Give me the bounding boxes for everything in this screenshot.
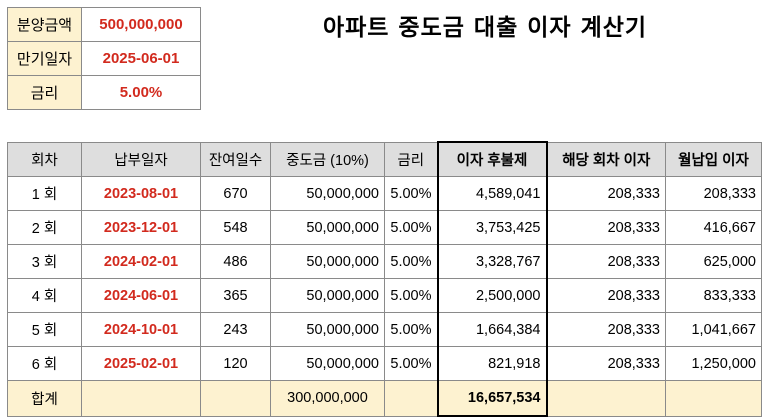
- cell-pay-date[interactable]: 2025-02-01: [81, 346, 201, 381]
- header-round-interest: 해당 회차 이자: [546, 141, 666, 177]
- maturity-date-label: 만기일자: [7, 41, 82, 76]
- header-pay-date: 납부일자: [81, 141, 201, 177]
- cell-remaining-days: 486: [200, 244, 271, 279]
- total-empty-cell: [546, 380, 666, 417]
- table-row: 1 회 2023-08-01 670 50,000,000 5.00% 4,58…: [7, 176, 762, 211]
- rate-label: 금리: [7, 75, 82, 110]
- cell-monthly-interest: 625,000: [665, 244, 762, 279]
- cell-deferred-interest: 1,664,384: [436, 312, 548, 347]
- cell-pay-date[interactable]: 2024-10-01: [81, 312, 201, 347]
- cell-round-interest: 208,333: [546, 278, 666, 313]
- cell-rate: 5.00%: [384, 312, 438, 347]
- cell-pay-date[interactable]: 2024-06-01: [81, 278, 201, 313]
- cell-round-interest: 208,333: [546, 346, 666, 381]
- cell-round: 5 회: [7, 312, 82, 347]
- cell-pay-date[interactable]: 2023-08-01: [81, 176, 201, 211]
- sale-amount-value[interactable]: 500,000,000: [81, 7, 201, 42]
- header-round: 회차: [7, 141, 82, 177]
- header-rate: 금리: [384, 141, 438, 177]
- cell-deferred-interest: 2,500,000: [436, 278, 548, 313]
- cell-deferred-interest: 821,918: [436, 346, 548, 381]
- cell-middle-payment: 50,000,000: [270, 346, 385, 381]
- cell-middle-payment: 50,000,000: [270, 176, 385, 211]
- cell-round-interest: 208,333: [546, 176, 666, 211]
- header-remaining-days: 잔여일수: [200, 141, 271, 177]
- total-middle-payment: 300,000,000: [270, 380, 385, 417]
- cell-pay-date[interactable]: 2023-12-01: [81, 210, 201, 245]
- cell-remaining-days: 548: [200, 210, 271, 245]
- cell-monthly-interest: 208,333: [665, 176, 762, 211]
- total-empty-cell: [665, 380, 762, 417]
- cell-round: 2 회: [7, 210, 82, 245]
- cell-monthly-interest: 1,041,667: [665, 312, 762, 347]
- cell-rate: 5.00%: [384, 210, 438, 245]
- cell-middle-payment: 50,000,000: [270, 210, 385, 245]
- cell-remaining-days: 365: [200, 278, 271, 313]
- total-deferred-interest: 16,657,534: [436, 380, 548, 417]
- cell-deferred-interest: 3,753,425: [436, 210, 548, 245]
- cell-round-interest: 208,333: [546, 210, 666, 245]
- page-title: 아파트 중도금 대출 이자 계산기: [322, 15, 648, 41]
- maturity-date-value[interactable]: 2025-06-01: [81, 41, 201, 76]
- table-row: 6 회 2025-02-01 120 50,000,000 5.00% 821,…: [7, 346, 762, 381]
- cell-deferred-interest: 3,328,767: [436, 244, 548, 279]
- total-empty-cell: [81, 380, 201, 417]
- cell-round-interest: 208,333: [546, 244, 666, 279]
- cell-round: 1 회: [7, 176, 82, 211]
- cell-remaining-days: 670: [200, 176, 271, 211]
- table-row: 5 회 2024-10-01 243 50,000,000 5.00% 1,66…: [7, 312, 762, 347]
- cell-remaining-days: 120: [200, 346, 271, 381]
- input-panel: 분양금액 500,000,000 만기일자 2025-06-01 금리 5.00…: [7, 7, 201, 110]
- total-label: 합계: [7, 380, 82, 417]
- cell-rate: 5.00%: [384, 244, 438, 279]
- header-monthly-interest: 월납입 이자: [665, 141, 762, 177]
- cell-deferred-interest: 4,589,041: [436, 176, 548, 211]
- cell-rate: 5.00%: [384, 176, 438, 211]
- cell-monthly-interest: 416,667: [665, 210, 762, 245]
- table-header-row: 회차 납부일자 잔여일수 중도금 (10%) 금리 이자 후불제 해당 회차 이…: [7, 141, 762, 177]
- cell-round: 4 회: [7, 278, 82, 313]
- total-empty-cell: [200, 380, 271, 417]
- table-row: 2 회 2023-12-01 548 50,000,000 5.00% 3,75…: [7, 210, 762, 245]
- header-deferred-interest: 이자 후불제: [436, 141, 548, 177]
- cell-monthly-interest: 1,250,000: [665, 346, 762, 381]
- cell-middle-payment: 50,000,000: [270, 244, 385, 279]
- table-row: 3 회 2024-02-01 486 50,000,000 5.00% 3,32…: [7, 244, 762, 279]
- cell-round-interest: 208,333: [546, 312, 666, 347]
- cell-middle-payment: 50,000,000: [270, 278, 385, 313]
- cell-pay-date[interactable]: 2024-02-01: [81, 244, 201, 279]
- interest-table: 회차 납부일자 잔여일수 중도금 (10%) 금리 이자 후불제 해당 회차 이…: [7, 141, 762, 417]
- rate-value[interactable]: 5.00%: [81, 75, 201, 110]
- table-row: 4 회 2024-06-01 365 50,000,000 5.00% 2,50…: [7, 278, 762, 313]
- cell-round: 3 회: [7, 244, 82, 279]
- total-empty-cell: [384, 380, 438, 417]
- sale-amount-label: 분양금액: [7, 7, 82, 42]
- cell-monthly-interest: 833,333: [665, 278, 762, 313]
- total-row: 합계 300,000,000 16,657,534: [7, 380, 762, 417]
- header-middle-payment: 중도금 (10%): [270, 141, 385, 177]
- cell-round: 6 회: [7, 346, 82, 381]
- cell-rate: 5.00%: [384, 346, 438, 381]
- cell-remaining-days: 243: [200, 312, 271, 347]
- cell-middle-payment: 50,000,000: [270, 312, 385, 347]
- cell-rate: 5.00%: [384, 278, 438, 313]
